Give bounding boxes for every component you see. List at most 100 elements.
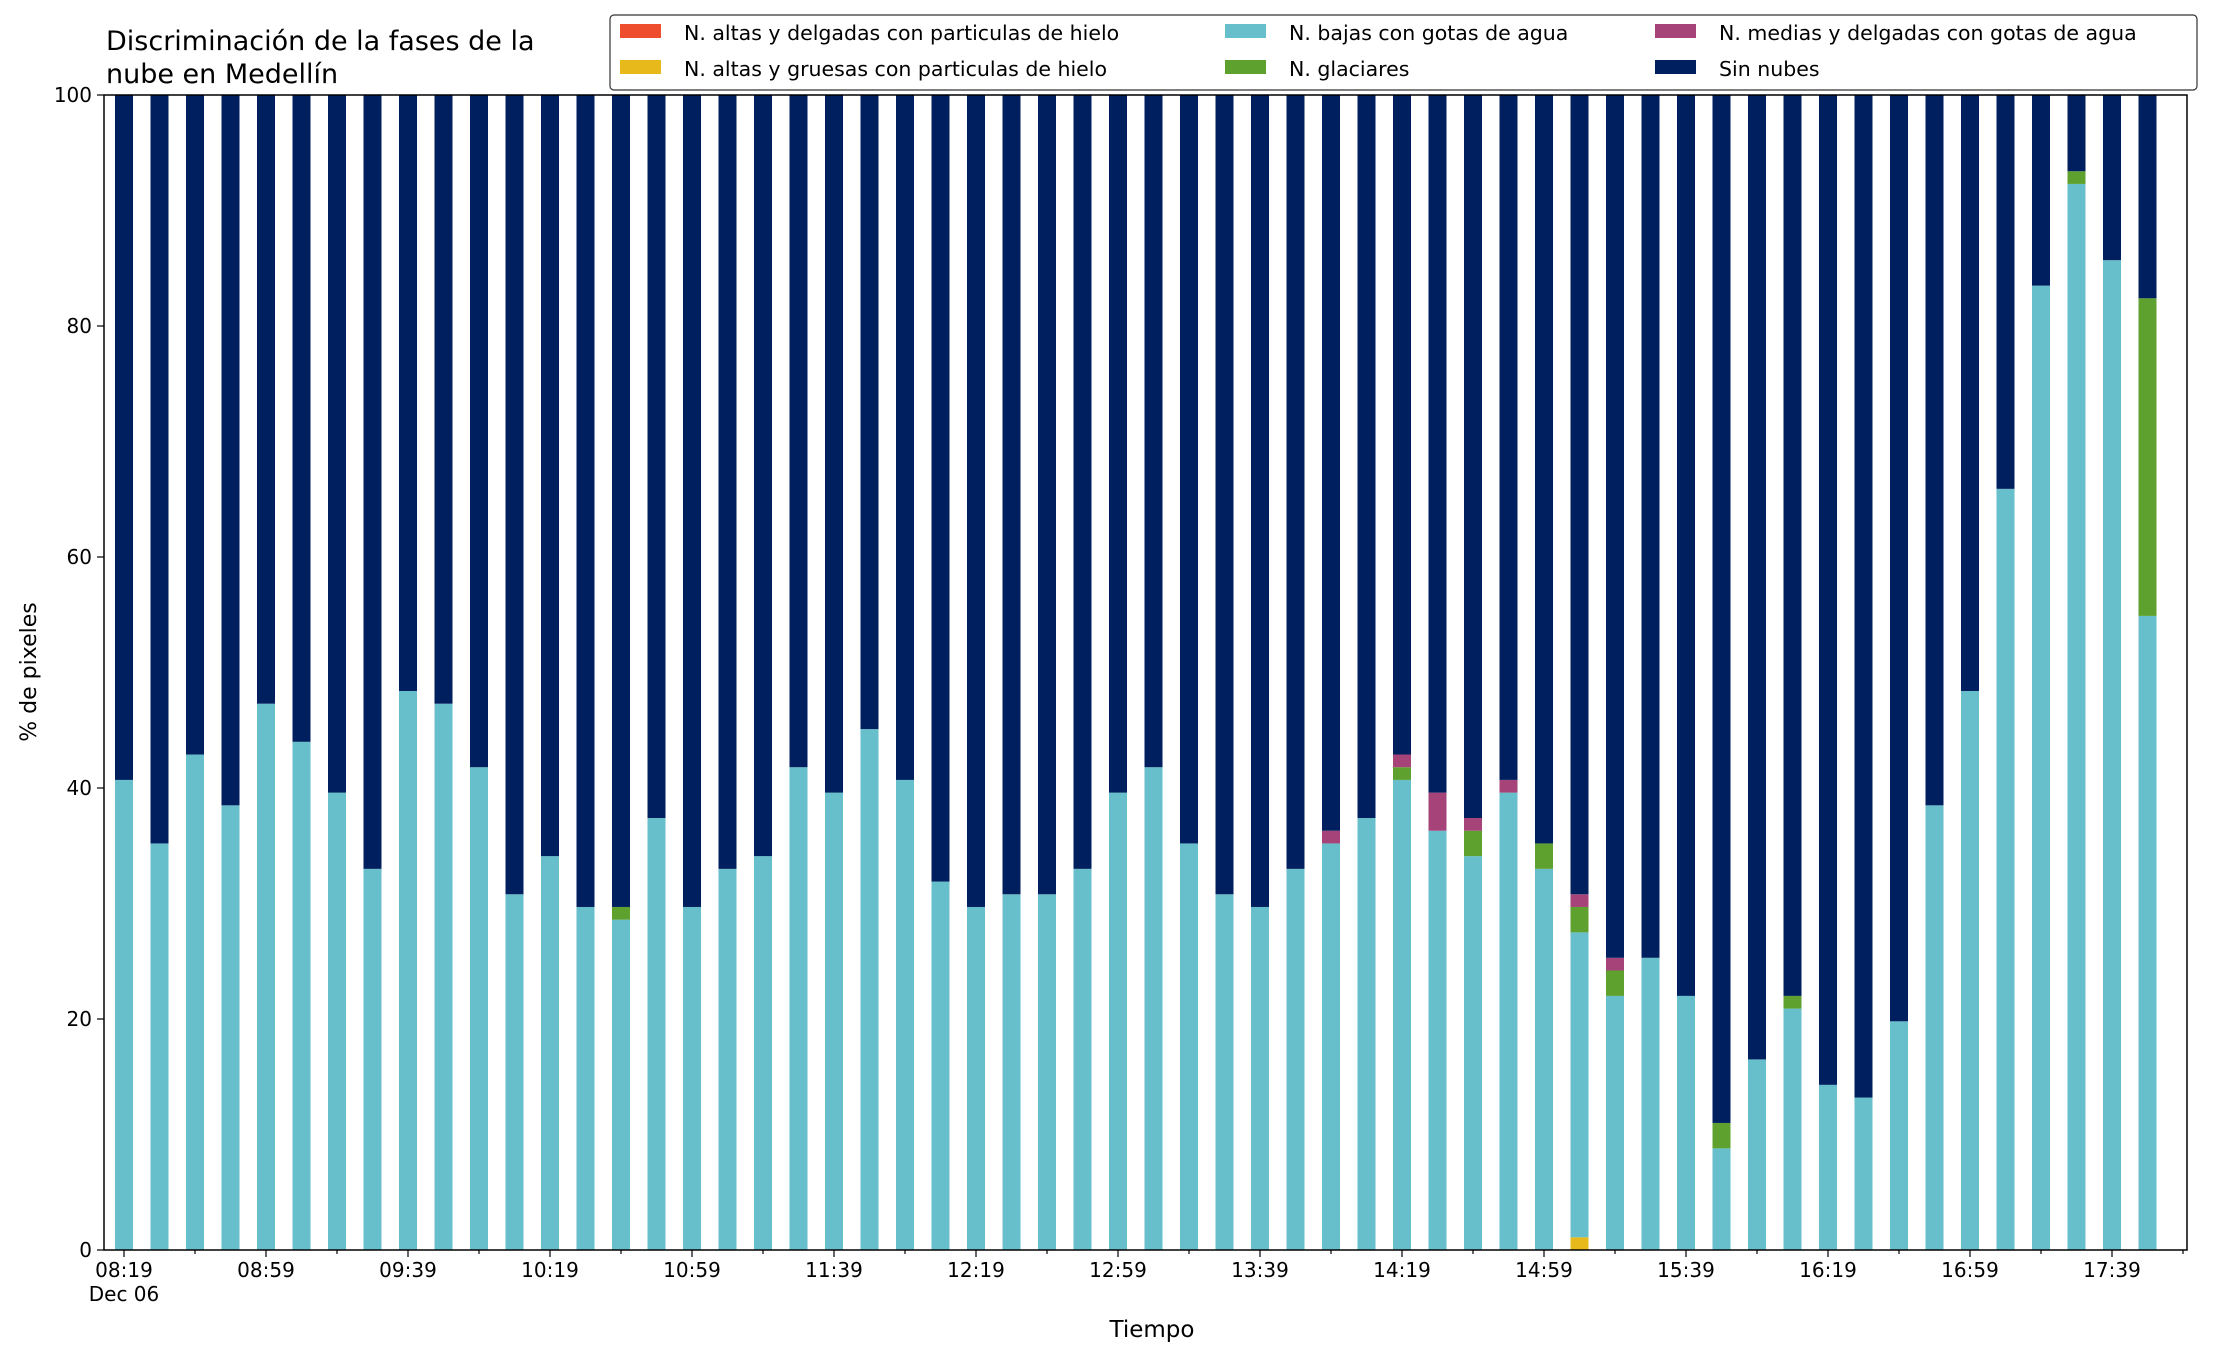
bar-segment	[2138, 615, 2157, 1250]
x-tick-label: 17:39	[2083, 1258, 2141, 1282]
legend-swatch-altas-gruesas	[620, 60, 661, 74]
bar-segment	[1961, 95, 1979, 691]
bar-segment	[1606, 95, 1624, 958]
bar-segment	[1357, 95, 1376, 819]
bar-segment	[1606, 995, 1624, 1250]
bars-layer	[115, 95, 2157, 1251]
bar-segment	[1286, 868, 1305, 1250]
bar-segment	[2032, 95, 2050, 286]
bar-segment	[860, 729, 879, 1250]
bar-segment	[754, 95, 772, 857]
bar-segment	[2067, 171, 2086, 184]
bar-segment	[2103, 260, 2121, 1250]
bar-segment	[399, 690, 417, 1250]
axes-layer: 0 20 40 60 80 100 08:19 08:59 09:39 10:19 10:59 11:…	[54, 83, 2184, 1306]
bar-segment	[1641, 957, 1660, 1250]
bar-segment	[1073, 95, 1092, 869]
bar-segment	[1038, 95, 1056, 895]
bar-segment	[1322, 95, 1340, 831]
bar-segment	[1428, 792, 1447, 831]
bar-segment	[576, 906, 595, 1250]
bar-segment	[1783, 1008, 1802, 1250]
bar-segment	[541, 856, 559, 1250]
bar-segment	[328, 95, 346, 793]
bar-segment	[1570, 1237, 1589, 1250]
bar-segment	[2067, 95, 2086, 172]
bar-segment	[1606, 970, 1624, 996]
x-tick-label: 09:39	[379, 1258, 437, 1282]
bar-segment	[1819, 1084, 1837, 1250]
legend-label-altas-delgadas: N. altas y delgadas con particulas de hi…	[684, 21, 1119, 45]
bar-segment	[1393, 767, 1411, 780]
y-tick-label: 20	[67, 1007, 92, 1031]
bar-segment	[1748, 95, 1766, 1060]
bar-segment	[1464, 95, 1482, 819]
x-tick-label: 08:19	[95, 1258, 153, 1282]
bar-segment	[754, 856, 772, 1250]
bar-segment	[363, 95, 382, 869]
y-axis-label: % de pixeles	[17, 602, 42, 741]
bar-segment	[1428, 830, 1447, 1250]
bar-segment	[1641, 95, 1660, 958]
bar-segment	[505, 894, 524, 1250]
bar-segment	[1996, 95, 2015, 489]
bar-segment	[2138, 95, 2157, 299]
bar-segment	[1322, 843, 1340, 1250]
bar-segment	[1357, 818, 1376, 1250]
bar-segment	[1144, 95, 1163, 768]
legend-label-bajas-agua: N. bajas con gotas de agua	[1289, 21, 1568, 45]
bar-segment	[1180, 95, 1198, 844]
x-tick-label: 12:19	[947, 1258, 1005, 1282]
bar-segment	[1748, 1059, 1766, 1250]
bar-segment	[789, 767, 808, 1250]
bar-segment	[1570, 932, 1589, 1238]
legend-swatch-medias-agua	[1655, 24, 1696, 38]
bar-segment	[647, 95, 666, 819]
bar-segment	[1144, 767, 1163, 1250]
bar-segment	[1712, 1148, 1731, 1250]
bar-segment	[292, 95, 311, 742]
bar-segment	[257, 95, 275, 704]
bar-segment	[931, 881, 950, 1250]
bar-segment	[505, 95, 524, 895]
bar-segment	[1677, 95, 1695, 996]
x-tick-label: 13:39	[1231, 1258, 1289, 1282]
bar-segment	[115, 779, 133, 1250]
bar-segment	[1428, 95, 1447, 793]
legend-label-sin-nubes: Sin nubes	[1719, 57, 1820, 81]
x-tick-label: 15:39	[1657, 1258, 1715, 1282]
bar-segment	[2067, 183, 2086, 1251]
bar-segment	[1677, 995, 1695, 1250]
bar-segment	[150, 843, 169, 1250]
bar-segment	[1499, 779, 1518, 793]
chart-title-line-2: nube en Medellín	[106, 59, 338, 90]
bar-segment	[186, 95, 204, 755]
bar-segment	[1819, 95, 1837, 1085]
bar-segment	[1535, 95, 1553, 844]
bar-segment	[1464, 856, 1482, 1250]
bar-segment	[1712, 1122, 1731, 1149]
bar-segment	[718, 868, 737, 1250]
bar-segment	[1570, 95, 1589, 895]
bar-segment	[1251, 906, 1269, 1250]
bar-segment	[1286, 95, 1305, 869]
bar-segment	[470, 95, 488, 768]
x-tick-label: 08:59	[237, 1258, 295, 1282]
chart-title-line-1: Discriminación de la fases de la	[106, 26, 535, 57]
bar-segment	[292, 741, 311, 1250]
bar-segment	[1570, 894, 1589, 907]
bar-segment	[718, 95, 737, 869]
x-tick-label: 16:19	[1799, 1258, 1857, 1282]
bar-segment	[1038, 894, 1056, 1250]
bar-segment	[896, 95, 914, 780]
x-tick-label: 10:19	[521, 1258, 579, 1282]
legend-label-medias-agua: N. medias y delgadas con gotas de agua	[1719, 21, 2137, 45]
bar-segment	[1393, 779, 1411, 1250]
bar-segment	[1393, 754, 1411, 768]
bar-segment	[1925, 805, 1944, 1250]
bar-segment	[221, 95, 240, 806]
bar-segment	[1002, 894, 1021, 1250]
bar-segment	[434, 703, 453, 1250]
